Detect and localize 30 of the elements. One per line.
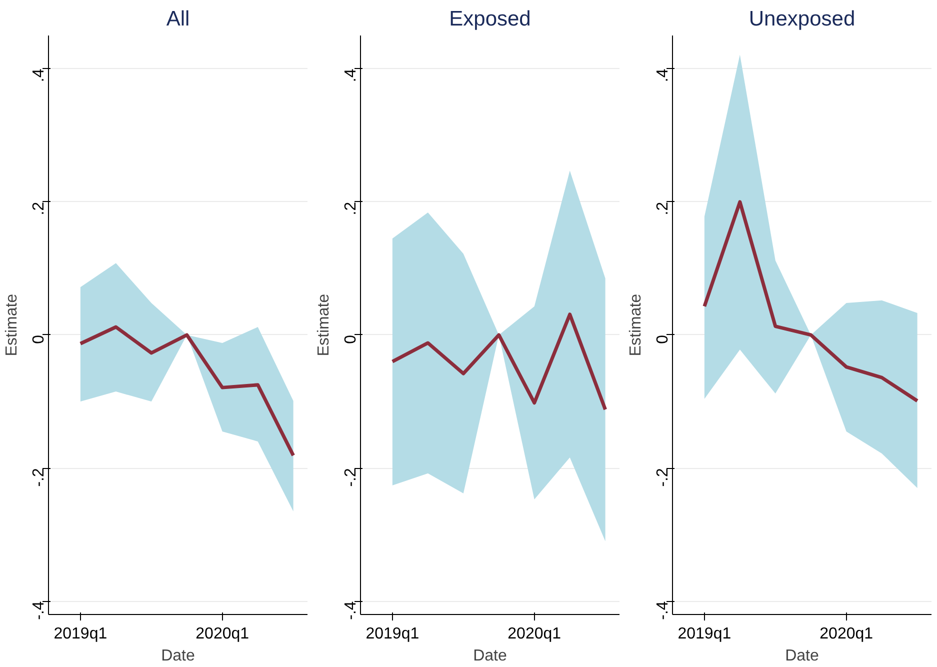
- y-tick-label: -.2: [30, 468, 48, 487]
- x-tick-label: 2019q1: [366, 626, 420, 642]
- y-axis-title: Estimate: [316, 294, 332, 356]
- x-tick-label: 2019q1: [54, 626, 108, 642]
- y-tick-label: -.4: [342, 601, 360, 620]
- x-tick-label: 2020q1: [820, 626, 874, 642]
- chart-title: All: [166, 8, 190, 30]
- x-tick-label: 2020q1: [508, 626, 562, 642]
- y-tick-label: .4: [654, 68, 672, 82]
- y-tick-label: 0: [342, 334, 360, 344]
- y-tick-label: -.2: [342, 468, 360, 487]
- y-tick-label: -.4: [30, 601, 48, 620]
- y-tick-label: .2: [654, 202, 672, 216]
- x-axis-title: Date: [785, 648, 819, 664]
- y-tick-label: 0: [654, 334, 672, 344]
- y-tick-label: .2: [30, 202, 48, 216]
- y-axis-title: Estimate: [4, 294, 20, 356]
- y-tick-label: .4: [342, 68, 360, 82]
- x-axis-title: Date: [473, 648, 507, 664]
- chart-title: Unexposed: [748, 8, 856, 30]
- y-axis-title: Estimate: [628, 294, 644, 356]
- x-tick-label: 2020q1: [196, 626, 250, 642]
- y-tick-label: .2: [342, 202, 360, 216]
- x-axis-title: Date: [161, 648, 195, 664]
- y-tick-label: .4: [30, 68, 48, 82]
- y-tick-label: -.4: [654, 601, 672, 620]
- x-tick-label: 2019q1: [678, 626, 732, 642]
- y-tick-label: 0: [30, 334, 48, 344]
- y-tick-label: -.2: [654, 468, 672, 487]
- chart-title: Exposed: [449, 8, 531, 30]
